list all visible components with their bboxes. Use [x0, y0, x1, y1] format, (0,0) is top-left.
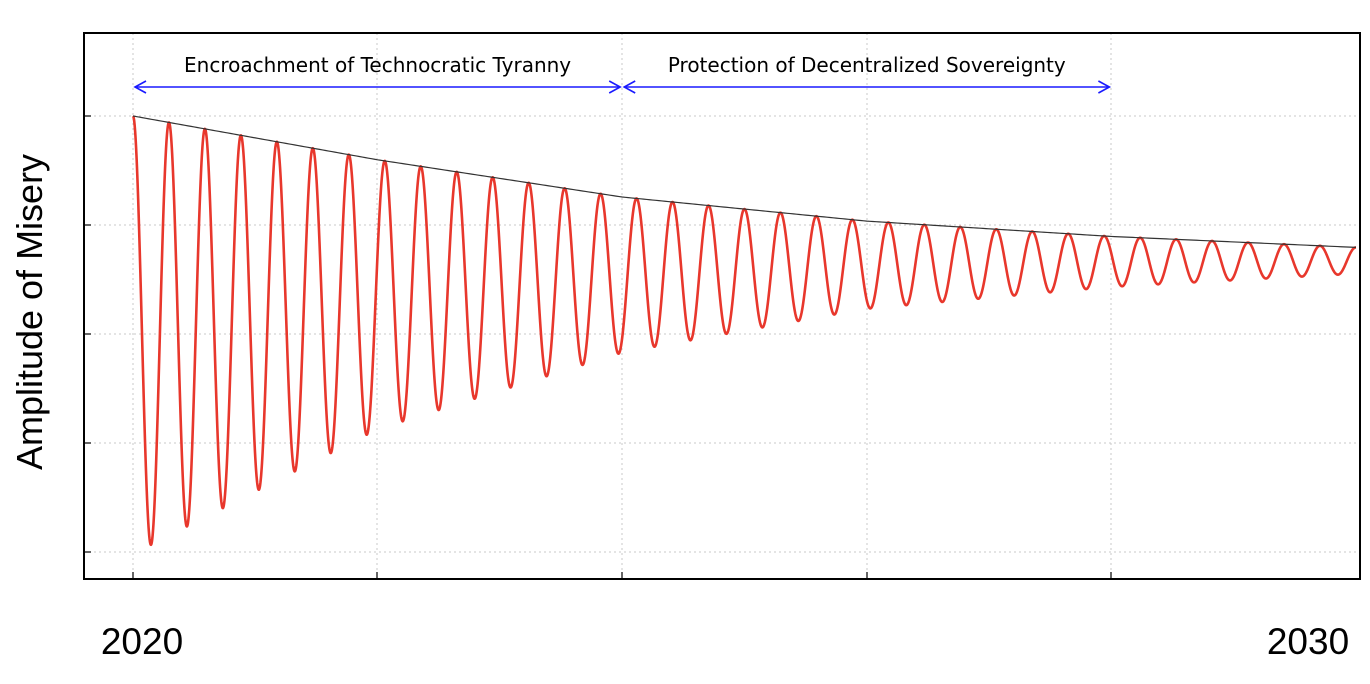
annotation-arrow-head-left [622, 80, 636, 94]
annotations: Encroachment of Technocratic Tyranny Prot… [133, 53, 1112, 94]
annotation-label: Protection of Decentralized Sovereignty [668, 53, 1066, 77]
annotation-1: Encroachment of Technocratic Tyranny [133, 53, 622, 94]
series-group [132, 115, 1357, 547]
y-axis-title: Amplitude of Misery [9, 154, 50, 470]
grid [84, 33, 1360, 579]
annotation-arrow-head-right [608, 80, 622, 94]
series-oscillation-line [132, 115, 1357, 547]
annotation-arrow-head-left [133, 80, 147, 94]
annotation-2: Protection of Decentralized Sovereignty [622, 53, 1112, 94]
x-tick-label-2020: 2020 [101, 621, 183, 662]
axis-ticks [84, 115, 1112, 579]
series-envelope-line [132, 115, 1357, 248]
x-tick-label-2030: 2030 [1267, 621, 1349, 662]
annotation-arrow-head-right [1098, 80, 1112, 94]
annotation-label: Encroachment of Technocratic Tyranny [184, 53, 571, 77]
plot-frame [83, 32, 1361, 580]
